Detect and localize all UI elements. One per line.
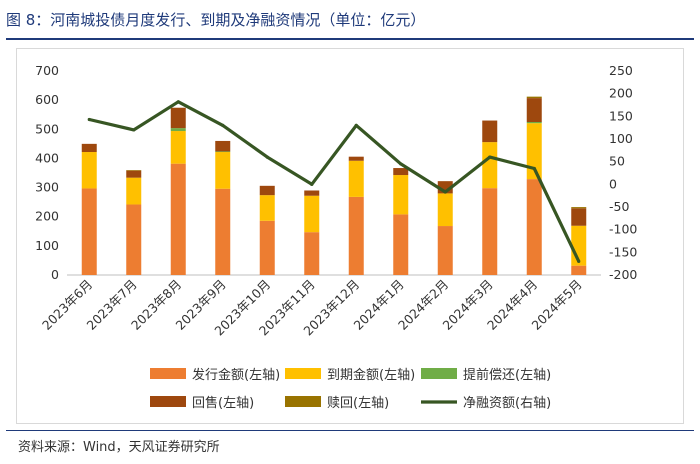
bar-segment [571, 207, 587, 209]
bar-segment [170, 128, 186, 132]
legend-item: 到期金额(左轴) [285, 367, 415, 383]
bar-segment [482, 120, 498, 143]
net-financing-point [176, 100, 180, 104]
legend-swatch [150, 368, 186, 379]
net-financing-point [132, 128, 136, 132]
net-financing-line [88, 100, 581, 263]
bar-segment [259, 195, 275, 221]
right-axis-tick-label: 100 [609, 131, 633, 146]
bar-segment [571, 208, 587, 226]
left-axis-tick-label: 600 [35, 92, 59, 107]
net-financing-point [577, 259, 581, 263]
legend-label: 发行金额(左轴) [192, 367, 280, 383]
right-axis-tick-label: -150 [609, 244, 637, 259]
bar-segment [348, 156, 364, 161]
source-note: 资料来源：Wind，天风证券研究所 [18, 440, 220, 455]
footer-divider [6, 430, 694, 431]
net-financing-point [310, 182, 314, 186]
figure-title: 图 8：河南城投债月度发行、到期及净融资情况（单位：亿元） [6, 11, 426, 29]
bar-segment [526, 96, 542, 99]
bar-segment [393, 175, 409, 215]
right-axis-tick-label: 150 [609, 108, 633, 123]
bar-segment [259, 220, 275, 275]
bar-segment [393, 214, 409, 275]
net-financing-point [399, 162, 403, 166]
bar-segment [81, 152, 97, 189]
bar-segment [304, 190, 320, 196]
right-axis-tick-label: 50 [609, 154, 625, 169]
left-axis-tick-label: 200 [35, 209, 59, 224]
bar-segment [482, 142, 498, 189]
left-axis-tick-label: 100 [35, 238, 59, 253]
left-axis-tick-label: 700 [35, 63, 59, 78]
bar-segment [126, 177, 142, 205]
bar-segment [170, 163, 186, 275]
bar-segment [215, 151, 231, 153]
right-axis-tick-label: 250 [609, 63, 633, 78]
bar-segment [348, 160, 364, 197]
legend-label: 净融资额(右轴) [463, 396, 551, 411]
bar-segment [215, 188, 231, 275]
bar-segment [571, 265, 587, 275]
legend-swatch [285, 396, 321, 407]
legend-item: 净融资额(右轴) [421, 396, 551, 411]
net-financing-point [221, 123, 225, 127]
net-financing-point [354, 123, 358, 127]
chart-area: 0 100 200 300 400 500 600 700 -200 -150 -100 -50 0 50… [16, 48, 684, 424]
bar-segment [348, 196, 364, 275]
legend-label: 提前偿还(左轴) [463, 367, 551, 383]
bar-segment [482, 188, 498, 275]
left-axis-tick-label: 400 [35, 150, 59, 165]
legend-swatch [150, 396, 186, 407]
legend-item: 发行金额(左轴) [150, 367, 280, 383]
legend-label: 到期金额(左轴) [327, 367, 415, 383]
bar-segment [437, 226, 453, 275]
net-financing-point [532, 166, 536, 171]
net-financing-point [488, 155, 492, 159]
left-axis-tick-label: 0 [51, 267, 59, 282]
legend-label: 回售(左轴) [192, 395, 254, 411]
bar-segment [215, 140, 231, 152]
right-axis-tick-label: 0 [609, 176, 617, 191]
bar-segment [393, 168, 409, 176]
left-axis-tick-label: 500 [35, 121, 59, 136]
left-axis-tick-label: 300 [35, 180, 59, 195]
bar-segment [526, 98, 542, 122]
net-financing-point [265, 155, 269, 159]
bar-segment [126, 170, 142, 171]
bar-segment [526, 123, 542, 180]
bar-segment [526, 122, 542, 124]
bar-segment [81, 188, 97, 275]
title-divider [6, 38, 694, 40]
legend-item: 提前偿还(左轴) [421, 367, 551, 383]
bar-segment [81, 143, 97, 153]
bar-segment [304, 195, 320, 233]
chart-svg: 0 100 200 300 400 500 600 700 -200 -150 -100 -50 0 50… [35, 63, 637, 411]
legend-label: 赎回(左轴) [327, 396, 389, 411]
bar-segment [437, 193, 453, 227]
bar-segment [170, 107, 186, 129]
bar-segment [170, 131, 186, 164]
net-financing-point [87, 117, 91, 122]
right-axis-tick-label: 200 [609, 86, 633, 101]
bar-segment [215, 152, 231, 189]
bar-segment [304, 232, 320, 275]
right-axis-tick-label: -200 [609, 267, 637, 282]
bar-segment [259, 185, 275, 196]
right-axis-tick-label: -50 [609, 199, 629, 214]
legend-swatch [421, 368, 457, 379]
net-financing-point [443, 190, 447, 194]
bar-segment [126, 204, 142, 275]
bar-segment [126, 170, 142, 178]
legend-item: 赎回(左轴) [285, 396, 389, 411]
legend-swatch [285, 368, 321, 379]
bar-segment [526, 179, 542, 275]
legend-item: 回售(左轴) [150, 395, 254, 411]
right-axis-tick-label: -100 [609, 222, 637, 237]
